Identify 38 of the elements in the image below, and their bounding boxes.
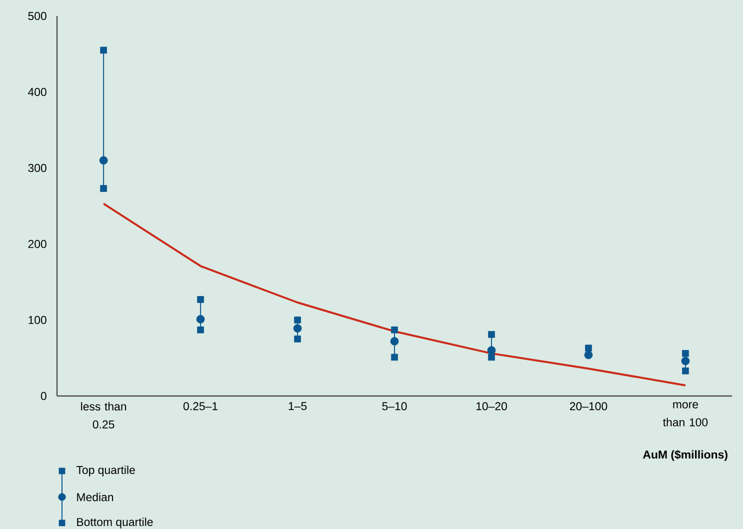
legend-label: Bottom quartile <box>77 518 153 528</box>
legend-label: Top quartile <box>76 466 135 476</box>
y-tick-label: 300 <box>28 164 46 172</box>
x-tick-label: less than 0.25 <box>81 402 126 428</box>
point <box>681 356 690 366</box>
point <box>294 316 301 324</box>
legend-label: Median <box>77 492 114 502</box>
x-tick-label: 1–5 <box>288 402 307 410</box>
point <box>294 336 301 342</box>
x-axis-title: AuM ($millions) <box>642 450 728 461</box>
point <box>682 350 689 357</box>
point <box>100 185 107 192</box>
point <box>196 315 205 324</box>
point <box>488 331 495 338</box>
point <box>391 354 398 361</box>
x-tick-label: 5–10 <box>382 402 407 410</box>
point <box>585 344 592 352</box>
x-tick-label: more than 100 <box>663 402 708 426</box>
point <box>100 46 107 54</box>
point <box>197 326 204 334</box>
point <box>293 324 302 333</box>
point <box>584 350 593 360</box>
point <box>487 346 496 355</box>
point <box>197 296 204 303</box>
point <box>488 354 495 361</box>
x-tick-label: 10–20 <box>476 402 507 410</box>
x-tick-label: 0.25–1 <box>183 402 218 410</box>
point <box>99 156 108 165</box>
point <box>391 326 398 334</box>
point <box>390 337 399 346</box>
y-tick-label: 100 <box>28 316 46 324</box>
y-tick-label: 500 <box>28 12 46 20</box>
line-series <box>102 202 686 386</box>
y-tick-label: 400 <box>28 88 46 96</box>
y-tick-label: 0 <box>40 392 46 400</box>
point <box>682 368 689 374</box>
y-tick-label: 200 <box>28 240 46 248</box>
x-tick-label: 20–100 <box>570 402 608 410</box>
